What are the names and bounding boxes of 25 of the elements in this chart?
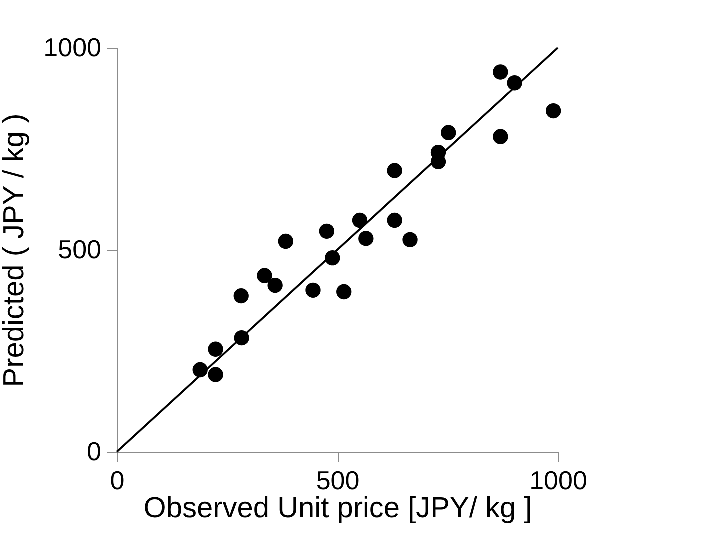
point	[268, 278, 283, 294]
y-tick-label: 500	[58, 234, 102, 264]
y-tick-label: 0	[87, 436, 102, 466]
point	[336, 284, 352, 300]
point	[234, 288, 249, 304]
point	[257, 268, 272, 284]
point	[319, 224, 334, 239]
y-axis-title: Predicted ( JPY / kg )	[0, 114, 31, 388]
point	[306, 282, 321, 298]
point	[546, 103, 562, 119]
point	[387, 212, 402, 228]
point	[441, 125, 456, 140]
point	[278, 234, 294, 250]
point	[358, 231, 374, 246]
x-tick-label: 1000	[530, 466, 588, 496]
x-tick-label: 500	[316, 466, 360, 496]
point	[493, 64, 508, 80]
x-tick-label: 0	[110, 466, 125, 496]
point	[352, 212, 368, 228]
point	[208, 342, 224, 357]
point	[387, 163, 402, 178]
point	[493, 129, 508, 144]
point	[208, 367, 224, 382]
y-tick-label: 1000	[44, 32, 102, 62]
point	[402, 232, 418, 248]
